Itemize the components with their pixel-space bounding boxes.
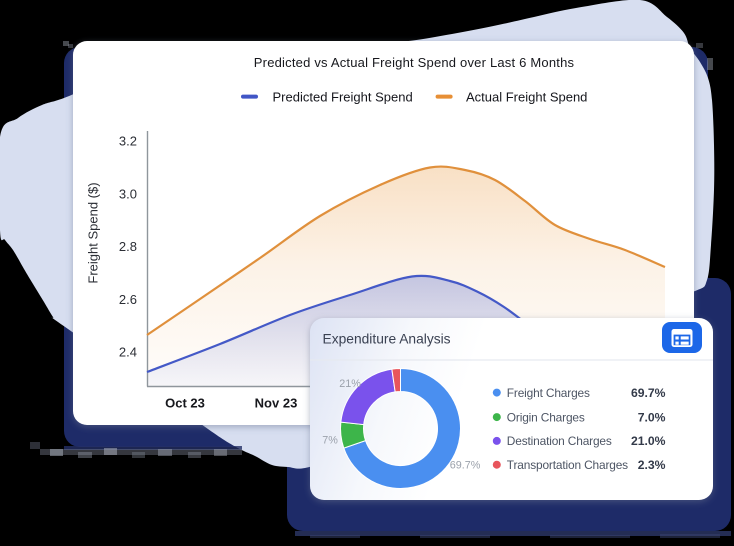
svg-text:21%: 21% [339,378,361,390]
svg-text:Nov 23: Nov 23 [255,396,298,411]
svg-text:Freight Charges: Freight Charges [507,386,590,400]
svg-text:Oct 23: Oct 23 [165,396,205,411]
svg-text:3.0: 3.0 [119,186,137,201]
svg-text:21.0%: 21.0% [631,434,666,448]
svg-text:2.3%: 2.3% [638,458,666,472]
svg-text:2.4: 2.4 [119,345,137,360]
svg-text:Expenditure Analysis: Expenditure Analysis [323,332,451,347]
svg-text:Destination Charges: Destination Charges [507,434,612,448]
svg-text:Actual Freight Spend: Actual Freight Spend [466,89,587,104]
svg-text:2.6: 2.6 [119,292,137,307]
svg-text:Origin Charges: Origin Charges [507,410,585,424]
svg-text:69.7%: 69.7% [631,386,666,400]
svg-text:Predicted Freight Spend: Predicted Freight Spend [273,89,413,104]
svg-text:2.8: 2.8 [119,239,137,254]
svg-text:Freight Spend ($): Freight Spend ($) [86,182,101,283]
svg-text:7.0%: 7.0% [638,410,666,424]
svg-text:Transportation Charges: Transportation Charges [507,458,628,472]
svg-text:69.7%: 69.7% [450,460,481,472]
svg-text:Predicted vs Actual Freight Sp: Predicted vs Actual Freight Spend over L… [254,55,575,70]
svg-text:3.2: 3.2 [119,134,137,149]
svg-text:7%: 7% [322,435,338,447]
